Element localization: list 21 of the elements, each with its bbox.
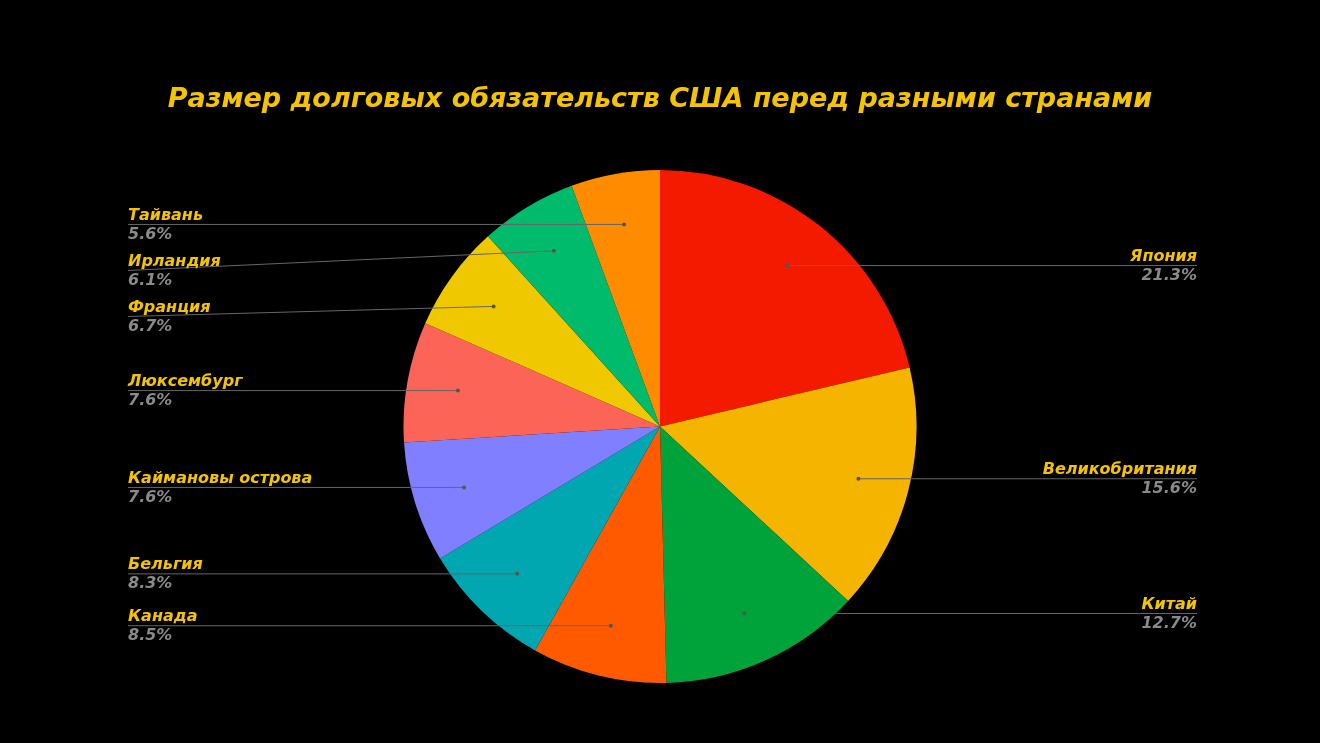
slice-label: Тайвань (128, 204, 204, 224)
data-label: 7.6% (128, 389, 173, 409)
slice-label: Бельгия (128, 554, 203, 574)
slice-label: Ирландия (128, 250, 221, 270)
data-label: 5.6% (128, 223, 173, 243)
slice-label: Китай (1141, 593, 1197, 613)
data-label: 7.6% (128, 486, 173, 506)
data-label: 6.7% (128, 315, 173, 335)
slice-label: Канада (128, 605, 198, 625)
data-label: 6.1% (128, 269, 173, 289)
slice-label: Каймановы острова (128, 467, 313, 487)
data-label: 8.5% (128, 624, 173, 644)
data-label: 21.3% (1141, 264, 1197, 284)
data-label: 8.3% (128, 573, 173, 593)
slice-label: Япония (1129, 245, 1197, 265)
slice-label: Люксембург (127, 370, 244, 390)
data-label: 15.6% (1141, 477, 1197, 497)
chart-title: Размер долговых обязательств США перед разными странами (166, 82, 1154, 113)
data-label: 12.7% (1141, 612, 1197, 632)
slice-label: Великобритания (1042, 458, 1197, 478)
slice-label: Франция (128, 296, 211, 316)
